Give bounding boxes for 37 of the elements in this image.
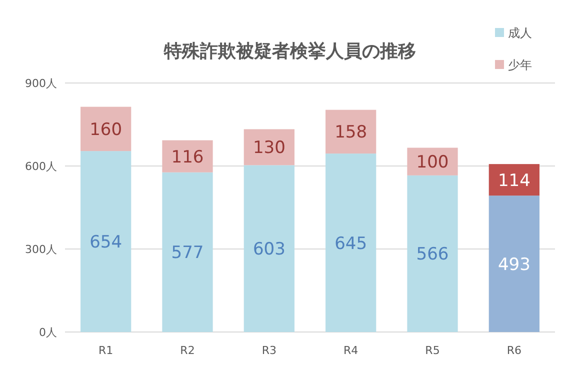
x-tick-label: R2 — [180, 344, 195, 357]
bar — [488, 196, 540, 332]
data-label: 160 — [90, 120, 122, 140]
x-tick-label: R3 — [262, 344, 276, 357]
y-tick-label: 900人 — [25, 77, 57, 90]
data-label: 566 — [416, 244, 449, 265]
bar — [407, 148, 458, 176]
data-label: 100 — [416, 152, 449, 173]
data-label: 645 — [334, 234, 368, 254]
bar — [80, 106, 132, 152]
bar — [80, 151, 132, 332]
y-tick-label: 0人 — [39, 326, 57, 339]
bar — [162, 172, 213, 332]
bar — [162, 140, 213, 172]
bar — [244, 165, 294, 332]
data-label: 116 — [171, 147, 204, 168]
data-label: 577 — [171, 243, 204, 264]
x-tick-label: R6 — [506, 344, 522, 357]
y-tick-label: 600人 — [25, 160, 57, 173]
x-tick-label: R5 — [425, 344, 440, 357]
y-tick-label: 300人 — [25, 243, 57, 256]
legend-label: 少年 — [508, 58, 532, 72]
bar — [326, 154, 376, 332]
data-label: 130 — [252, 138, 286, 158]
data-label: 114 — [498, 170, 530, 191]
bar — [407, 175, 458, 332]
x-tick-label: R1 — [98, 344, 114, 357]
legend-label: 成人 — [508, 26, 532, 40]
data-label: 603 — [252, 240, 286, 260]
data-label: 493 — [498, 254, 530, 275]
bar — [244, 129, 294, 166]
bar — [326, 110, 376, 154]
x-tick-label: R4 — [344, 344, 358, 357]
data-label: 158 — [334, 122, 368, 143]
bar — [488, 164, 540, 196]
chart-title: 特殊詐欺被疑者検挙人員の推移 — [163, 41, 416, 62]
data-label: 654 — [90, 232, 122, 253]
